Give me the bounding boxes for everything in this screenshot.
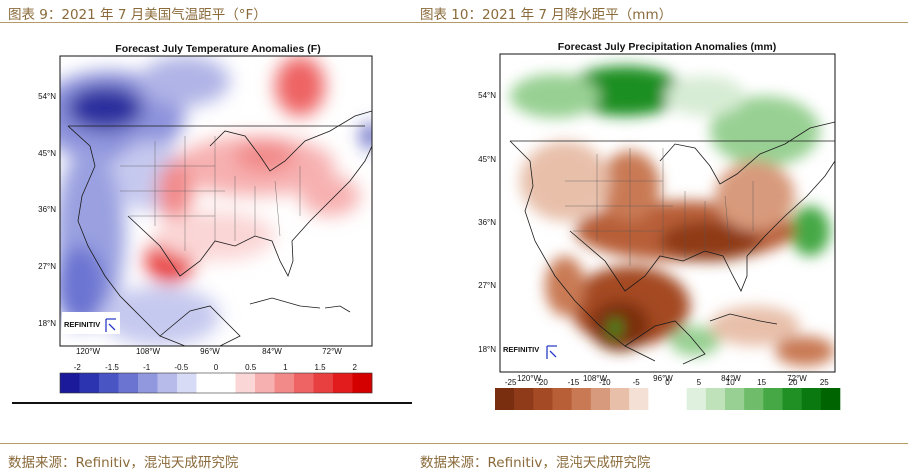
- temperature-colorbar-swatch: [255, 373, 275, 393]
- precipitation-field: [500, 54, 835, 372]
- precipitation-colorbar-tick-label: 15: [757, 378, 766, 387]
- temperature-colorbar-swatch: [177, 373, 197, 393]
- header-rule: [0, 22, 908, 23]
- precipitation-colorbar-tick-label: -15: [568, 378, 580, 387]
- temperature-colorbar-tick-label: 0: [214, 363, 219, 372]
- temperature-colorbar-swatch: [79, 373, 100, 393]
- temperature-colorbar-swatch: [313, 373, 334, 393]
- lon-tick-108: 108°W: [136, 347, 161, 356]
- temperature-field: [60, 56, 372, 346]
- right-figure-caption: 图表 10：2021 年 7 月降水距平（mm）: [420, 7, 673, 23]
- lon-tick-72: 72°W: [322, 347, 342, 356]
- precipitation-colorbar-swatch: [820, 388, 841, 410]
- lat-tick-45: 45°N: [478, 155, 496, 164]
- temperature-colorbar-swatch: [60, 373, 80, 393]
- temperature-anomaly-map: Forecast July Temperature Anomalies (F): [38, 43, 373, 394]
- precipitation-colorbar-swatch: [725, 388, 745, 410]
- right-source-note: 数据来源：Refinitiv，混沌天成研究院: [420, 455, 651, 471]
- precipitation-colorbar-swatch: [533, 388, 553, 410]
- left-figure-caption: 图表 9：2021 年 7 月美国气温距平（°F）: [8, 7, 267, 23]
- precipitation-map-title: Forecast July Precipitation Anomalies (m…: [558, 41, 776, 53]
- precipitation-colorbar-swatch: [629, 388, 649, 410]
- precipitation-colorbar-swatch: [686, 388, 707, 410]
- precipitation-colorbar-tick-label: -10: [599, 378, 611, 387]
- temperature-colorbar-swatch: [235, 373, 256, 393]
- precipitation-colorbar-swatch: [667, 388, 687, 410]
- precipitation-colorbar-swatch: [552, 388, 572, 410]
- temperature-colorbar-swatch: [294, 373, 314, 393]
- refinitiv-logo: REFINITIV: [501, 340, 561, 364]
- precipitation-colorbar: [495, 388, 841, 410]
- precipitation-colorbar-swatch: [610, 388, 630, 410]
- temperature-colorbar-tick-label: 1.5: [314, 363, 326, 372]
- lon-tick-84: 84°W: [262, 347, 282, 356]
- lat-tick-18: 18°N: [478, 345, 496, 354]
- precipitation-colorbar-swatch: [763, 388, 783, 410]
- precipitation-colorbar-tick-label: -5: [633, 378, 641, 387]
- lat-tick-36: 36°N: [478, 218, 496, 227]
- precipitation-colorbar-tick-label: 10: [726, 378, 735, 387]
- precipitation-colorbar-tick-label: 5: [697, 378, 702, 387]
- lat-tick-45: 45°N: [38, 149, 56, 158]
- temperature-colorbar-swatch: [274, 373, 295, 393]
- lat-tick-54: 54°N: [478, 91, 496, 100]
- precipitation-colorbar-swatch: [590, 388, 611, 410]
- temperature-colorbar-frame: [59, 372, 373, 394]
- lat-tick-36: 36°N: [38, 205, 56, 214]
- precipitation-colorbar-swatch: [801, 388, 822, 410]
- precipitation-colorbar-swatch: [744, 388, 764, 410]
- refinitiv-logo-text: REFINITIV: [503, 345, 539, 354]
- temperature-colorbar-ticks: -2 -1.5 -1 -0.5 0 0.5 1 1.5 2: [74, 363, 358, 372]
- lat-tick-27: 27°N: [38, 262, 56, 271]
- lon-tick-120: 120°W: [76, 347, 101, 356]
- temperature-colorbar-swatch: [138, 373, 158, 393]
- temperature-colorbar-swatch: [99, 373, 119, 393]
- temperature-colorbar-tick-label: -2: [74, 363, 82, 372]
- refinitiv-logo: REFINITIV: [62, 312, 120, 334]
- temperature-colorbar-swatch: [118, 373, 139, 393]
- temperature-colorbar-swatch: [333, 373, 353, 393]
- lon-tick-108: 108°W: [583, 374, 608, 383]
- precipitation-colorbar-swatch: [648, 388, 668, 410]
- lon-tick-84: 84°W: [721, 374, 741, 383]
- refinitiv-logo-text: REFINITIV: [64, 320, 100, 329]
- temperature-colorbar-swatch: [216, 373, 236, 393]
- precipitation-colorbar-swatch: [705, 388, 726, 410]
- temperature-map-title: Forecast July Temperature Anomalies (F): [115, 43, 320, 55]
- temperature-colorbar-tick-label: 0.5: [245, 363, 257, 372]
- precipitation-anomaly-map: Forecast July Precipitation Anomalies (m…: [478, 41, 841, 410]
- precipitation-colorbar-swatch: [514, 388, 534, 410]
- temperature-colorbar-tick-label: -0.5: [174, 363, 188, 372]
- temperature-colorbar-swatch: [352, 373, 373, 393]
- precipitation-colorbar-swatch: [495, 388, 515, 410]
- temperature-colorbar-tick-label: -1.5: [105, 363, 119, 372]
- lon-tick-120: 120°W: [517, 374, 542, 383]
- temperature-colorbar: [59, 372, 373, 394]
- temperature-colorbar-swatch: [196, 373, 217, 393]
- precipitation-colorbar-swatch: [782, 388, 802, 410]
- lat-tick-54: 54°N: [38, 92, 56, 101]
- left-source-note: 数据来源：Refinitiv，混沌天成研究院: [8, 455, 239, 471]
- precipitation-colorbar-tick-label: 20: [789, 378, 798, 387]
- lon-tick-96: 96°W: [200, 347, 220, 356]
- footer-rule: [0, 443, 908, 444]
- precipitation-colorbar-tick-label: -25: [505, 378, 517, 387]
- precipitation-colorbar-swatch: [571, 388, 592, 410]
- temperature-colorbar-swatch: [157, 373, 178, 393]
- lon-tick-72: 72°W: [787, 374, 807, 383]
- lat-tick-27: 27°N: [478, 281, 496, 290]
- lon-tick-96: 96°W: [653, 374, 673, 383]
- temperature-colorbar-tick-label: -1: [143, 363, 151, 372]
- precipitation-colorbar-tick-label: 0: [665, 378, 670, 387]
- temperature-colorbar-tick-label: 2: [352, 363, 357, 372]
- temperature-colorbar-tick-label: 1: [283, 363, 288, 372]
- precipitation-colorbar-tick-label: -20: [536, 378, 548, 387]
- precipitation-colorbar-ticks: -25 -20 -15 -10 -5 0 5 10 15 20 25: [505, 378, 829, 387]
- precipitation-colorbar-tick-label: 25: [820, 378, 829, 387]
- lat-tick-18: 18°N: [38, 319, 56, 328]
- left-panel-underline: [12, 402, 412, 404]
